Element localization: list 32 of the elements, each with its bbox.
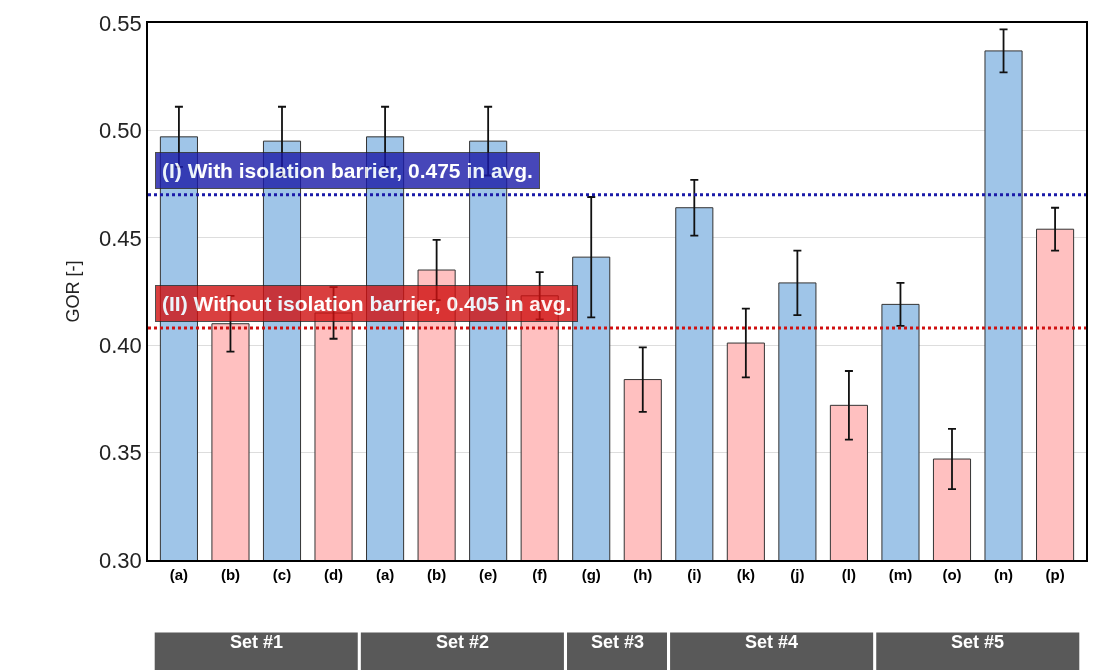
x-tick-label: (n)	[993, 565, 1014, 583]
y-axis-title: GOR [-]	[62, 260, 83, 323]
x-tick-label: (p)	[1045, 565, 1065, 583]
x-tick-label: (l)	[841, 565, 857, 583]
y-tick-label: 0.35	[99, 440, 142, 466]
x-tick-label: (f)	[532, 565, 548, 583]
x-tick-label: (c)	[272, 565, 292, 583]
y-tick-label: 0.50	[99, 118, 142, 144]
x-tick-label: (g)	[581, 565, 601, 583]
x-tick-label: (e)	[478, 565, 498, 583]
ref-line-label: (II) Without isolation barrier, 0.405 in avg.	[162, 292, 572, 315]
x-tick-label: (k)	[736, 565, 756, 583]
y-tick-label: 0.55	[99, 10, 142, 36]
text: Set #2	[436, 632, 490, 652]
y-tick-label: 0.30	[99, 547, 142, 573]
x-tick-label: (i)	[687, 565, 702, 583]
x-tick-label: (b)	[220, 565, 241, 583]
y-tick-label: 0.45	[99, 225, 142, 251]
x-tick-label: (b)	[427, 565, 447, 583]
x-tick-label: (d)	[323, 565, 344, 583]
x-tick-label: (a)	[375, 565, 395, 583]
x-tick-label: (h)	[633, 565, 653, 583]
x-tick-label: (a)	[169, 565, 189, 583]
x-tick-label: (j)	[790, 565, 805, 583]
text: Set #1	[230, 632, 284, 652]
x-tick-label: (m)	[888, 565, 913, 583]
text: Set #5	[951, 632, 1005, 652]
text: Set #4	[745, 632, 799, 652]
x-tick-label: (o)	[942, 565, 962, 583]
text: Set #3	[591, 632, 645, 652]
y-tick-label: 0.40	[99, 332, 142, 358]
ref-line-label: (I) With isolation barrier, 0.475 in avg.	[162, 159, 533, 182]
